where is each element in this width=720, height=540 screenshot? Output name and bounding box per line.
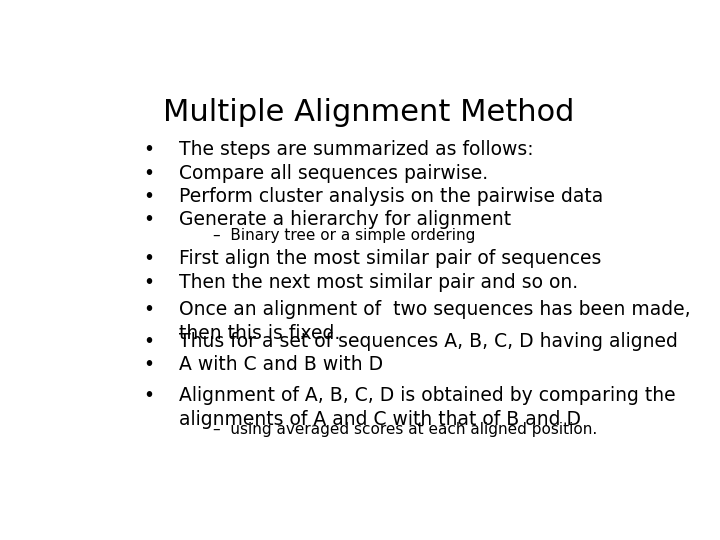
Text: •: • bbox=[143, 332, 154, 351]
Text: •: • bbox=[143, 187, 154, 206]
Text: A with C and B with D: A with C and B with D bbox=[179, 355, 384, 374]
Text: Once an alignment of  two sequences has been made,
then this is fixed.: Once an alignment of two sequences has b… bbox=[179, 300, 691, 343]
Text: •: • bbox=[143, 140, 154, 159]
Text: Compare all sequences pairwise.: Compare all sequences pairwise. bbox=[179, 164, 488, 183]
Text: Multiple Alignment Method: Multiple Alignment Method bbox=[163, 98, 575, 127]
Text: Then the next most similar pair and so on.: Then the next most similar pair and so o… bbox=[179, 273, 578, 292]
Text: First align the most similar pair of sequences: First align the most similar pair of seq… bbox=[179, 249, 602, 268]
Text: •: • bbox=[143, 300, 154, 319]
Text: Alignment of A, B, C, D is obtained by comparing the
alignments of A and C with : Alignment of A, B, C, D is obtained by c… bbox=[179, 386, 676, 429]
Text: •: • bbox=[143, 249, 154, 268]
Text: •: • bbox=[143, 355, 154, 374]
Text: –  Binary tree or a simple ordering: – Binary tree or a simple ordering bbox=[213, 228, 475, 243]
Text: The steps are summarized as follows:: The steps are summarized as follows: bbox=[179, 140, 534, 159]
Text: •: • bbox=[143, 210, 154, 230]
Text: •: • bbox=[143, 273, 154, 292]
Text: Thus for a set of sequences A, B, C, D having aligned: Thus for a set of sequences A, B, C, D h… bbox=[179, 332, 678, 351]
Text: –  using averaged scores at each aligned position.: – using averaged scores at each aligned … bbox=[213, 422, 597, 437]
Text: •: • bbox=[143, 164, 154, 183]
Text: •: • bbox=[143, 386, 154, 405]
Text: Perform cluster analysis on the pairwise data: Perform cluster analysis on the pairwise… bbox=[179, 187, 603, 206]
Text: Generate a hierarchy for alignment: Generate a hierarchy for alignment bbox=[179, 210, 511, 230]
